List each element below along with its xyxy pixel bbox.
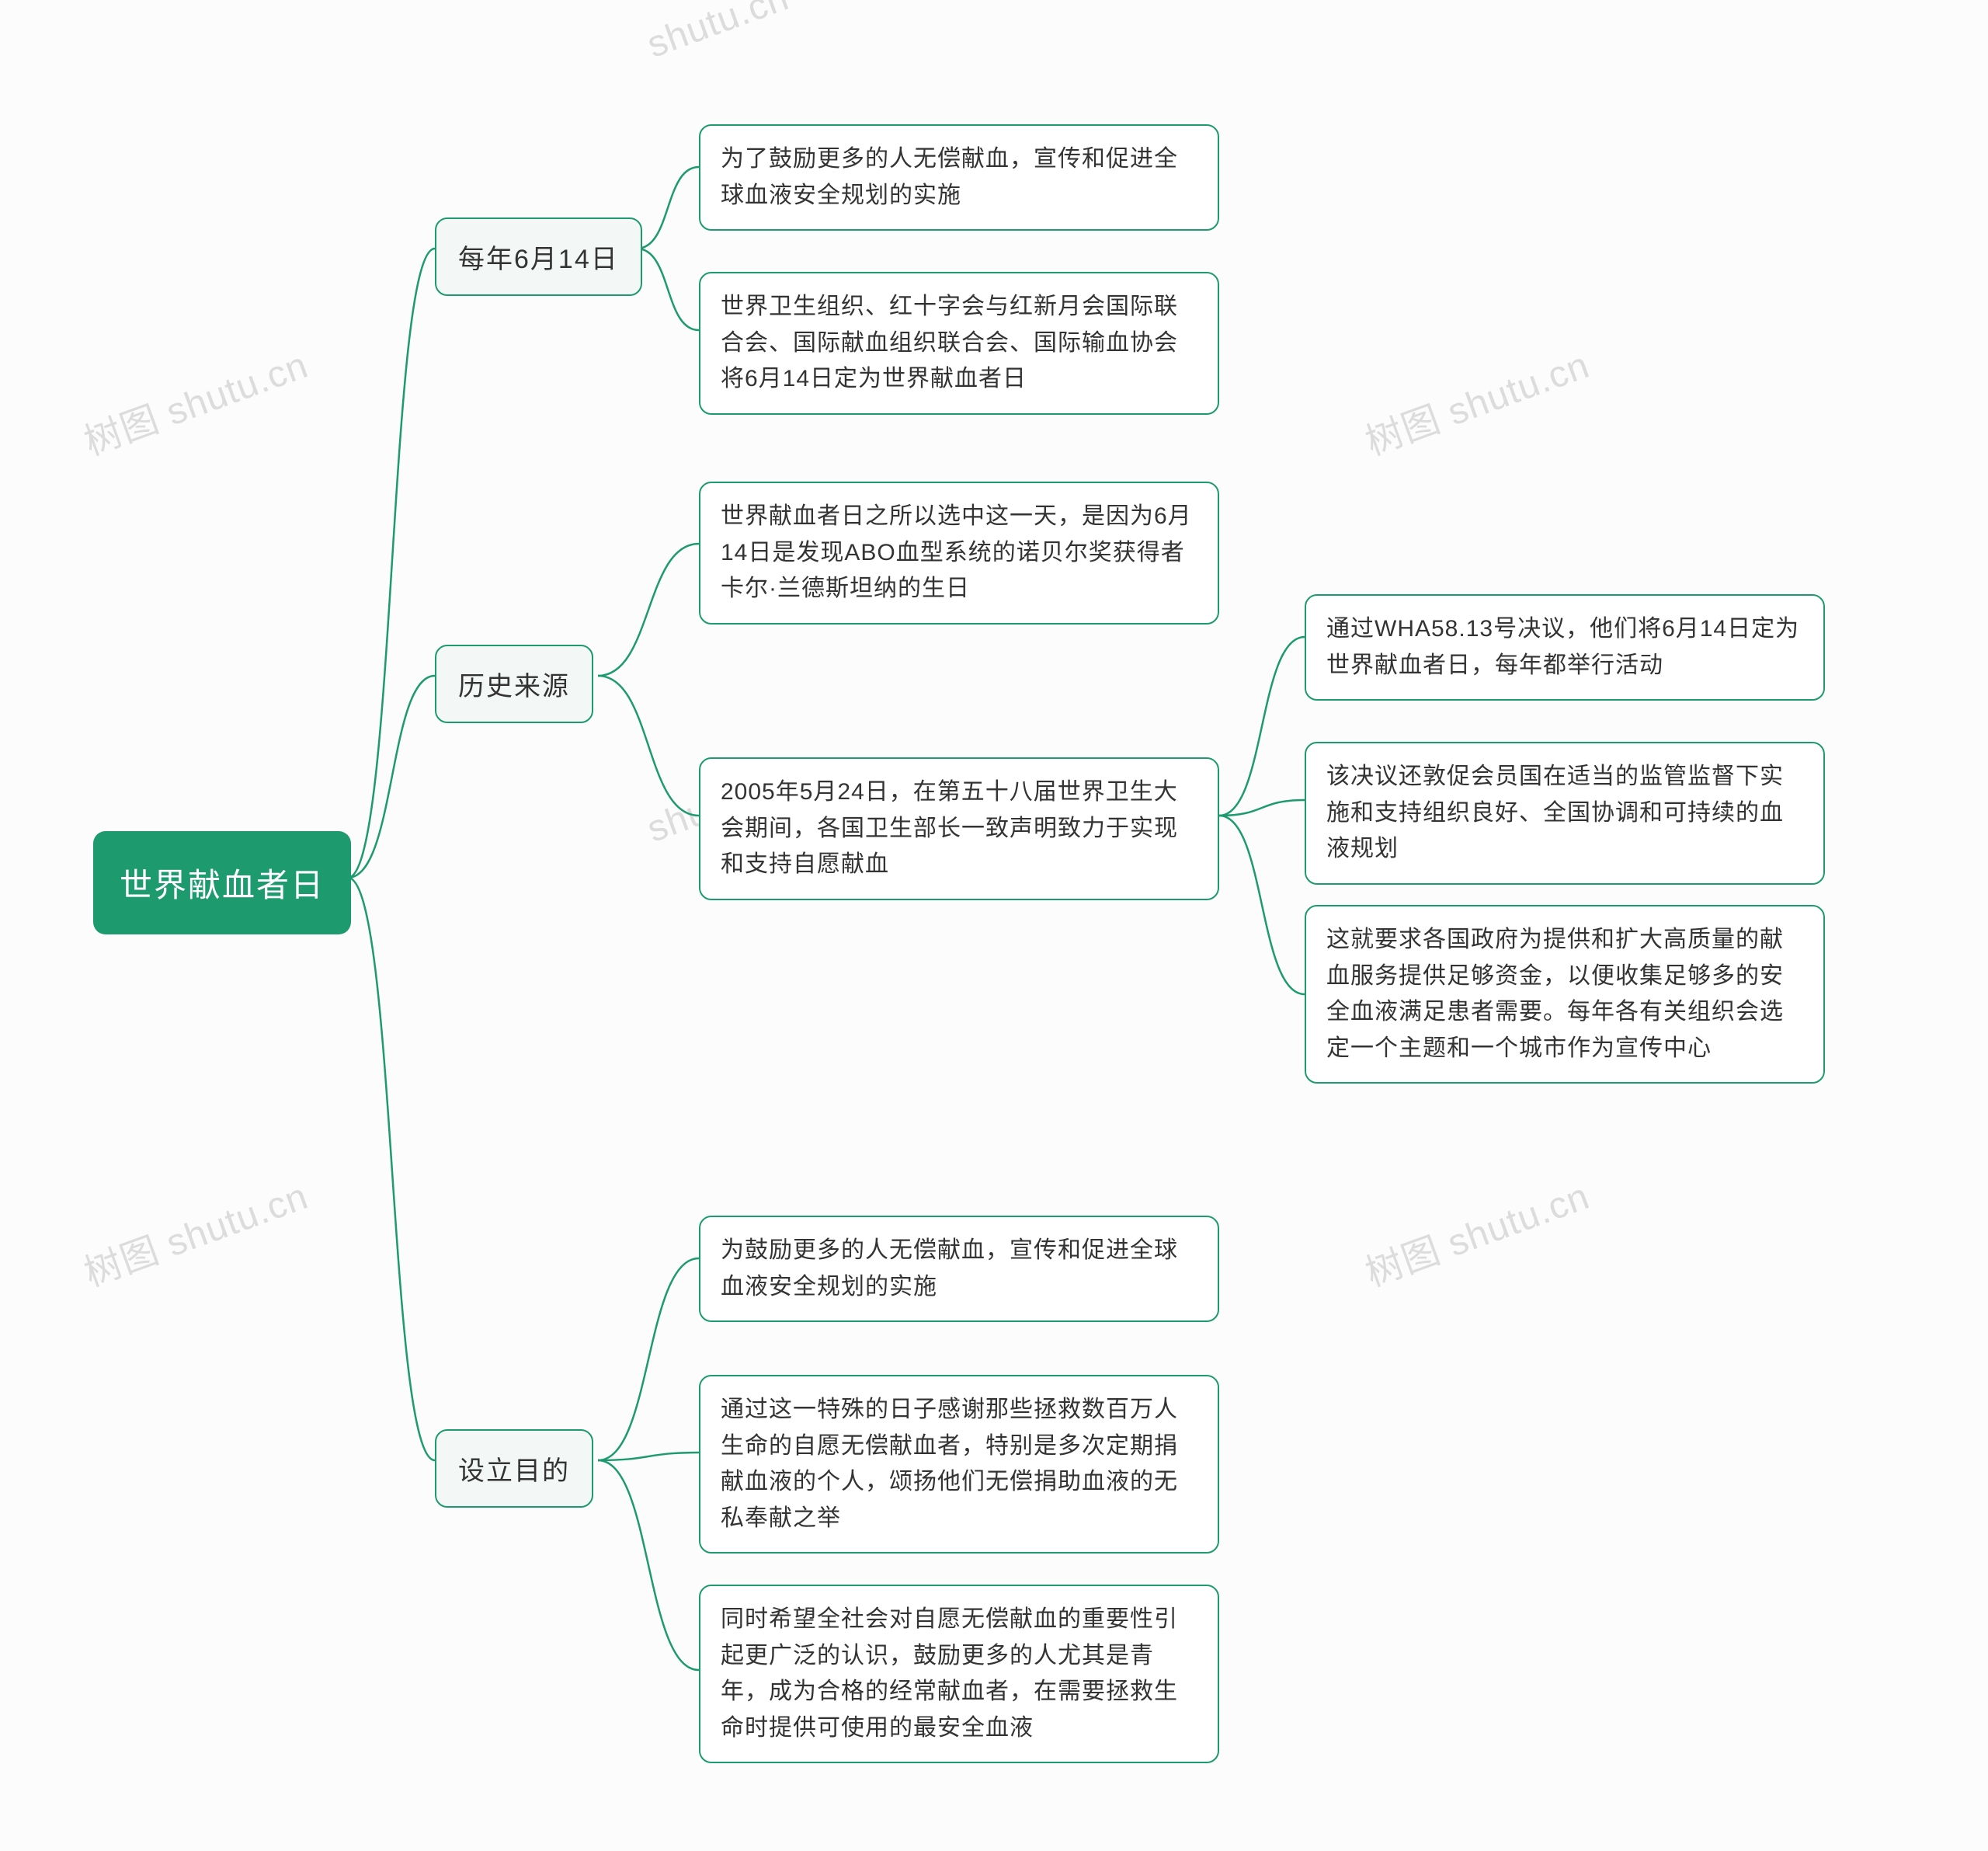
leaf-node[interactable]: 世界卫生组织、红十字会与红新月会国际联合会、国际献血组织联合会、国际输血协会将6… <box>699 272 1219 415</box>
watermark: shutu.cn <box>641 0 794 67</box>
mindmap-canvas: 树图 shutu.cn 树图 shutu.cn 树图 shutu.cn 树图 s… <box>0 0 1988 1851</box>
leaf-node[interactable]: 通过这一特殊的日子感谢那些拯救数百万人生命的自愿无偿献血者，特别是多次定期捐献血… <box>699 1375 1219 1554</box>
leaf-node[interactable]: 为了鼓励更多的人无偿献血，宣传和促进全球血液安全规划的实施 <box>699 124 1219 231</box>
watermark: 树图 shutu.cn <box>1357 335 1596 466</box>
leaf-node[interactable]: 这就要求各国政府为提供和扩大高质量的献血服务提供足够资金，以便收集足够多的安全血… <box>1305 905 1825 1084</box>
leaf-node[interactable]: 2005年5月24日，在第五十八届世界卫生大会期间，各国卫生部长一致声明致力于实… <box>699 757 1219 900</box>
branch-node-purpose[interactable]: 设立目的 <box>435 1429 593 1508</box>
watermark: 树图 shutu.cn <box>75 1166 315 1297</box>
branch-node-date[interactable]: 每年6月14日 <box>435 217 642 296</box>
root-node[interactable]: 世界献血者日 <box>93 831 351 934</box>
leaf-node[interactable]: 世界献血者日之所以选中这一天，是因为6月14日是发现ABO血型系统的诺贝尔奖获得… <box>699 482 1219 625</box>
watermark: 树图 shutu.cn <box>75 335 315 466</box>
leaf-node[interactable]: 同时希望全社会对自愿无偿献血的重要性引起更广泛的认识，鼓励更多的人尤其是青年，成… <box>699 1585 1219 1763</box>
leaf-node[interactable]: 该决议还敦促会员国在适当的监管监督下实施和支持组织良好、全国协调和可持续的血液规… <box>1305 742 1825 885</box>
leaf-node[interactable]: 通过WHA58.13号决议，他们将6月14日定为世界献血者日，每年都举行活动 <box>1305 594 1825 701</box>
watermark: 树图 shutu.cn <box>1357 1166 1596 1297</box>
branch-node-history[interactable]: 历史来源 <box>435 645 593 723</box>
leaf-node[interactable]: 为鼓励更多的人无偿献血，宣传和促进全球血液安全规划的实施 <box>699 1216 1219 1322</box>
